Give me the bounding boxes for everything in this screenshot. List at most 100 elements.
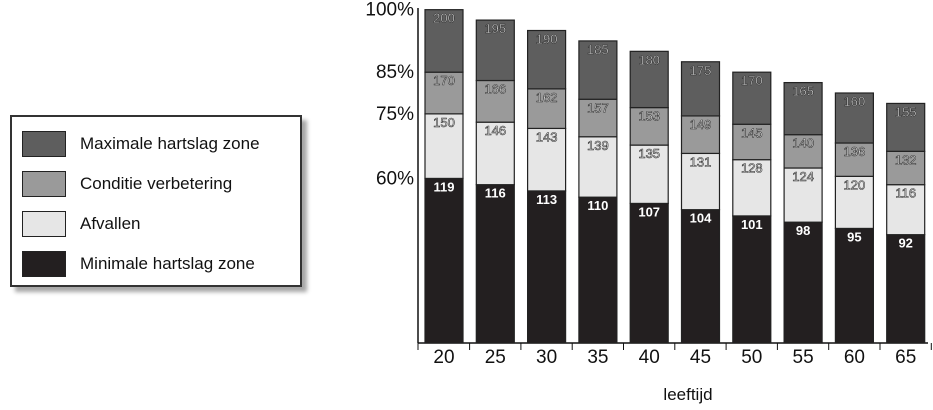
value-label-afvallen-55: 124 [792, 169, 814, 184]
bar-segment-conditie-verbetering-25 [475, 79, 515, 123]
bar-segment-maximale-hartslag-zone-20 [424, 9, 464, 73]
bar-segment-afvallen-50 [732, 159, 772, 217]
legend-swatch-maximale-hartslag-zone [22, 131, 66, 157]
bar-segment-afvallen-60 [834, 175, 875, 230]
bar-segment-minimale-hartslag-zone-55 [783, 221, 823, 344]
legend-swatch-conditie-verbetering [22, 171, 66, 197]
legend: Maximale hartslag zone Conditie verbeter… [10, 115, 302, 287]
legend-item-minimale-hartslag-zone: Minimale hartslag zone [22, 251, 255, 277]
bar-segment-afvallen-35 [578, 136, 618, 198]
bar-segment-minimale-hartslag-zone-45 [680, 209, 721, 344]
legend-item-conditie-verbetering: Conditie verbetering [22, 171, 232, 197]
bar-segment-minimale-hartslag-zone-20 [424, 177, 464, 344]
value-label-afvallen-40: 135 [638, 146, 660, 161]
value-label-maximale-hartslag-zone-65: 155 [895, 104, 917, 119]
x-tick-label-50: 50 [741, 347, 762, 368]
value-label-minimale-hartslag-zone-35: 110 [587, 198, 608, 213]
value-label-conditie-verbetering-25: 166 [484, 82, 506, 97]
x-axis-title: leeftijd [663, 385, 713, 404]
legend-swatch-afvallen [22, 211, 66, 237]
value-label-maximale-hartslag-zone-35: 185 [587, 42, 609, 57]
bar-segment-conditie-verbetering-55 [783, 134, 823, 169]
value-label-minimale-hartslag-zone-30: 113 [536, 192, 557, 207]
value-label-minimale-hartslag-zone-25: 116 [485, 186, 506, 201]
bar-segment-minimale-hartslag-zone-50 [732, 215, 772, 344]
value-label-conditie-verbetering-20: 170 [433, 73, 455, 88]
value-label-conditie-verbetering-40: 153 [638, 109, 660, 124]
bar-segment-afvallen-30 [526, 127, 567, 192]
bar-segment-maximale-hartslag-zone-40 [629, 50, 669, 109]
legend-label-minimale-hartslag-zone: Minimale hartslag zone [80, 254, 255, 273]
bar-segment-minimale-hartslag-zone-30 [526, 190, 567, 344]
x-tick-label-35: 35 [587, 347, 608, 368]
value-label-afvallen-35: 139 [587, 138, 609, 153]
legend-label-maximale-hartslag-zone: Maximale hartslag zone [80, 134, 260, 153]
bar-segment-maximale-hartslag-zone-30 [526, 29, 567, 90]
bar-segment-conditie-verbetering-20 [424, 71, 464, 115]
bar-segment-maximale-hartslag-zone-25 [475, 19, 515, 82]
legend-item-maximale-hartslag-zone: Maximale hartslag zone [22, 131, 260, 157]
x-tick-label-30: 30 [536, 347, 557, 368]
value-label-conditie-verbetering-55: 140 [792, 136, 814, 151]
bar-segment-afvallen-55 [783, 167, 823, 223]
value-label-maximale-hartslag-zone-55: 165 [792, 84, 814, 99]
x-tick-label-65: 65 [895, 347, 916, 368]
x-tick-label-60: 60 [844, 347, 865, 368]
value-label-maximale-hartslag-zone-25: 195 [484, 21, 506, 36]
x-tick-label-55: 55 [793, 347, 814, 368]
value-label-maximale-hartslag-zone-20: 200 [433, 11, 455, 26]
bar-segment-afvallen-65 [886, 184, 926, 236]
value-label-conditie-verbetering-65: 132 [895, 152, 917, 167]
value-label-afvallen-25: 146 [484, 123, 506, 138]
value-label-minimale-hartslag-zone-45: 104 [690, 211, 712, 226]
x-tick-label-40: 40 [639, 347, 660, 368]
bar-segment-minimale-hartslag-zone-65 [886, 234, 926, 344]
value-label-afvallen-60: 120 [844, 177, 866, 192]
value-label-minimale-hartslag-zone-20: 119 [434, 179, 455, 194]
bar-segment-minimale-hartslag-zone-40 [629, 202, 669, 344]
y-tick-label-75pct: 75% [376, 104, 414, 125]
value-label-minimale-hartslag-zone-40: 107 [638, 204, 660, 219]
value-label-maximale-hartslag-zone-40: 180 [638, 52, 660, 67]
x-tick-label-45: 45 [690, 347, 711, 368]
bar-segment-maximale-hartslag-zone-45 [680, 61, 721, 117]
legend-item-afvallen: Afvallen [22, 211, 140, 237]
bar-segment-maximale-hartslag-zone-60 [834, 92, 875, 144]
bar-segment-maximale-hartslag-zone-50 [732, 71, 772, 125]
value-label-conditie-verbetering-50: 145 [741, 125, 763, 140]
bar-segment-minimale-hartslag-zone-35 [578, 196, 618, 344]
value-label-conditie-verbetering-30: 162 [536, 90, 558, 105]
value-label-minimale-hartslag-zone-50: 101 [741, 217, 763, 232]
value-label-afvallen-50: 128 [741, 161, 763, 176]
value-label-minimale-hartslag-zone-55: 98 [796, 223, 810, 238]
bar-segment-conditie-verbetering-40 [629, 106, 669, 146]
y-tick-label-85pct: 85% [376, 62, 414, 83]
bar-segment-afvallen-40 [629, 144, 669, 205]
value-label-conditie-verbetering-35: 157 [587, 100, 609, 115]
value-label-afvallen-45: 131 [690, 154, 712, 169]
bar-segment-conditie-verbetering-60 [834, 142, 875, 177]
legend-label-afvallen: Afvallen [80, 214, 141, 233]
value-label-afvallen-65: 116 [895, 186, 916, 201]
bar-segment-minimale-hartslag-zone-60 [834, 227, 875, 344]
bar-segment-minimale-hartslag-zone-25 [475, 184, 515, 344]
value-label-maximale-hartslag-zone-60: 160 [844, 94, 866, 109]
x-tick-label-25: 25 [485, 347, 506, 368]
y-tick-label-60pct: 60% [376, 168, 414, 189]
value-label-afvallen-20: 150 [433, 115, 455, 130]
legend-swatch-minimale-hartslag-zone [22, 251, 66, 277]
y-tick-label-100pct: 100% [365, 0, 414, 21]
bar-segment-maximale-hartslag-zone-55 [783, 81, 823, 136]
bar-segment-afvallen-25 [475, 121, 515, 186]
value-label-maximale-hartslag-zone-45: 175 [690, 63, 712, 78]
value-label-conditie-verbetering-45: 149 [690, 117, 712, 132]
value-label-minimale-hartslag-zone-60: 95 [847, 229, 861, 244]
x-tick-label-20: 20 [433, 347, 454, 368]
value-label-maximale-hartslag-zone-30: 190 [536, 32, 558, 47]
value-label-afvallen-30: 143 [536, 129, 558, 144]
bar-segment-maximale-hartslag-zone-35 [578, 40, 618, 100]
legend-label-conditie-verbetering: Conditie verbetering [80, 174, 233, 193]
bar-segment-maximale-hartslag-zone-65 [886, 102, 926, 152]
value-label-conditie-verbetering-60: 136 [844, 144, 866, 159]
